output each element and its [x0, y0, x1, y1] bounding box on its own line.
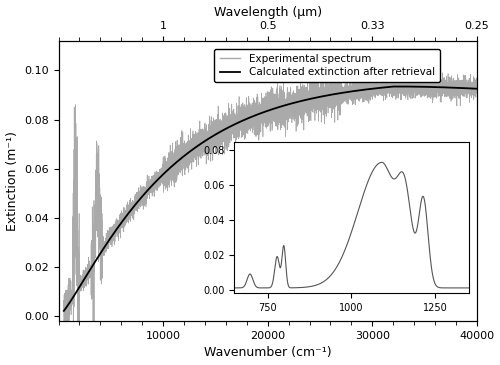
X-axis label: Wavenumber (cm⁻¹): Wavenumber (cm⁻¹) [204, 346, 332, 360]
X-axis label: Wavelength (μm): Wavelength (μm) [214, 5, 322, 19]
Y-axis label: Extinction (m⁻¹): Extinction (m⁻¹) [6, 131, 18, 231]
Legend: Experimental spectrum, Calculated extinction after retrieval: Experimental spectrum, Calculated extinc… [214, 49, 440, 82]
